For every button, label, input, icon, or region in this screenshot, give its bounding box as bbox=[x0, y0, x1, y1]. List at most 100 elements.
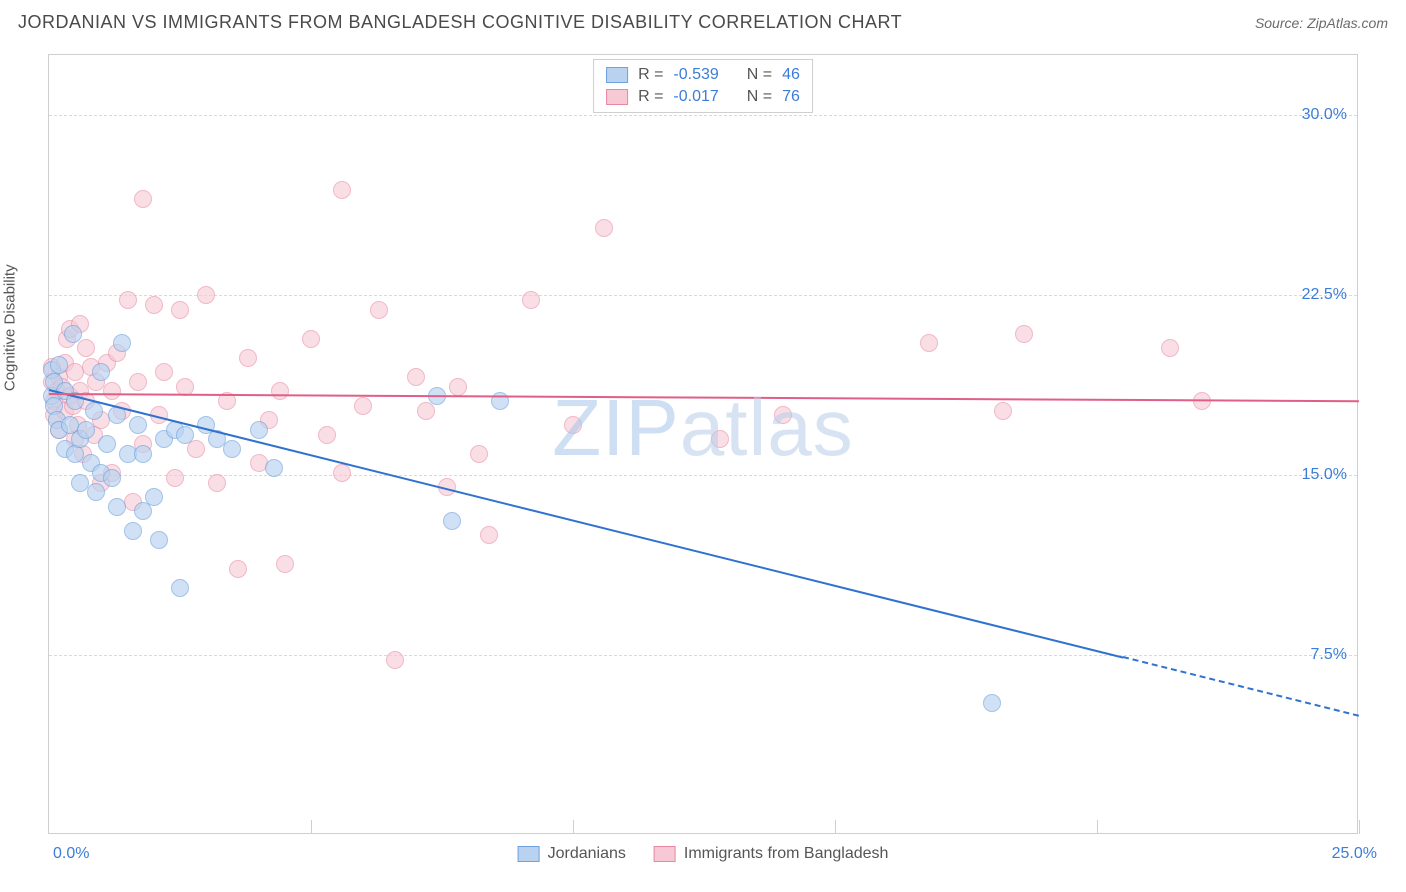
data-point bbox=[113, 334, 131, 352]
data-point bbox=[134, 190, 152, 208]
correlation-legend: R = -0.539 N = 46 R = -0.017 N = 76 bbox=[593, 59, 813, 113]
data-point bbox=[103, 469, 121, 487]
data-point bbox=[522, 291, 540, 309]
data-point bbox=[333, 181, 351, 199]
gridline-h bbox=[49, 655, 1357, 656]
n-label: N = bbox=[747, 88, 772, 106]
data-point bbox=[449, 378, 467, 396]
data-point bbox=[124, 522, 142, 540]
source-label: Source: ZipAtlas.com bbox=[1255, 15, 1388, 31]
x-tick bbox=[1097, 820, 1098, 834]
legend-label: Immigrants from Bangladesh bbox=[684, 845, 889, 863]
data-point bbox=[386, 651, 404, 669]
data-point bbox=[77, 421, 95, 439]
data-point bbox=[1161, 339, 1179, 357]
data-point bbox=[564, 416, 582, 434]
data-point bbox=[480, 526, 498, 544]
data-point bbox=[103, 382, 121, 400]
data-point bbox=[994, 402, 1012, 420]
y-tick-label: 7.5% bbox=[1311, 646, 1347, 664]
data-point bbox=[155, 363, 173, 381]
legend-swatch bbox=[606, 89, 628, 105]
data-point bbox=[108, 498, 126, 516]
x-tick bbox=[573, 820, 574, 834]
data-point bbox=[150, 531, 168, 549]
data-point bbox=[98, 435, 116, 453]
n-label: N = bbox=[747, 66, 772, 84]
data-point bbox=[229, 560, 247, 578]
data-point bbox=[208, 474, 226, 492]
data-point bbox=[85, 402, 103, 420]
gridline-h bbox=[49, 115, 1357, 116]
gridline-h bbox=[49, 475, 1357, 476]
y-tick-label: 30.0% bbox=[1302, 106, 1347, 124]
r-value: -0.539 bbox=[673, 66, 718, 84]
series-legend: Jordanians Immigrants from Bangladesh bbox=[518, 845, 889, 863]
data-point bbox=[595, 219, 613, 237]
legend-row: R = -0.017 N = 76 bbox=[606, 86, 800, 108]
data-point bbox=[64, 325, 82, 343]
gridline-h bbox=[49, 295, 1357, 296]
data-point bbox=[920, 334, 938, 352]
y-tick-label: 22.5% bbox=[1302, 286, 1347, 304]
y-axis-label: Cognitive Disability bbox=[2, 264, 19, 391]
data-point bbox=[354, 397, 372, 415]
data-point bbox=[166, 469, 184, 487]
data-point bbox=[119, 291, 137, 309]
r-label: R = bbox=[638, 88, 663, 106]
x-tick bbox=[311, 820, 312, 834]
y-tick-label: 15.0% bbox=[1302, 466, 1347, 484]
x-tick-min: 0.0% bbox=[53, 845, 89, 863]
data-point bbox=[223, 440, 241, 458]
data-point bbox=[87, 483, 105, 501]
r-label: R = bbox=[638, 66, 663, 84]
data-point bbox=[318, 426, 336, 444]
data-point bbox=[134, 445, 152, 463]
data-point bbox=[370, 301, 388, 319]
data-point bbox=[176, 426, 194, 444]
data-point bbox=[302, 330, 320, 348]
data-point bbox=[250, 421, 268, 439]
data-point bbox=[333, 464, 351, 482]
chart-area: 7.5%15.0%22.5%30.0% ZIPatlas R =-0.539N … bbox=[48, 54, 1358, 834]
chart-title: JORDANIAN VS IMMIGRANTS FROM BANGLADESH … bbox=[18, 12, 902, 33]
legend-swatch bbox=[606, 67, 628, 83]
data-point bbox=[77, 339, 95, 357]
legend-row: R = -0.539 N = 46 bbox=[606, 64, 800, 86]
data-point bbox=[443, 512, 461, 530]
trend-line bbox=[49, 393, 1359, 402]
legend-item: Immigrants from Bangladesh bbox=[654, 845, 889, 863]
data-point bbox=[129, 373, 147, 391]
x-tick bbox=[835, 820, 836, 834]
x-tick-max: 25.0% bbox=[1332, 845, 1377, 863]
n-value: 76 bbox=[782, 88, 800, 106]
data-point bbox=[239, 349, 257, 367]
trend-line bbox=[49, 389, 1124, 659]
data-point bbox=[145, 296, 163, 314]
data-point bbox=[187, 440, 205, 458]
data-point bbox=[129, 416, 147, 434]
legend-item: Jordanians bbox=[518, 845, 626, 863]
data-point bbox=[265, 459, 283, 477]
data-point bbox=[774, 406, 792, 424]
data-point bbox=[470, 445, 488, 463]
n-value: 46 bbox=[782, 66, 800, 84]
x-tick bbox=[1359, 820, 1360, 834]
r-value: -0.017 bbox=[673, 88, 718, 106]
data-point bbox=[92, 363, 110, 381]
legend-swatch bbox=[518, 846, 540, 862]
data-point bbox=[983, 694, 1001, 712]
legend-swatch bbox=[654, 846, 676, 862]
data-point bbox=[407, 368, 425, 386]
data-point bbox=[276, 555, 294, 573]
data-point bbox=[197, 286, 215, 304]
data-point bbox=[171, 579, 189, 597]
data-point bbox=[271, 382, 289, 400]
trend-line-extrapolated bbox=[1123, 656, 1359, 717]
data-point bbox=[50, 356, 68, 374]
data-point bbox=[1015, 325, 1033, 343]
data-point bbox=[171, 301, 189, 319]
data-point bbox=[145, 488, 163, 506]
legend-label: Jordanians bbox=[548, 845, 626, 863]
data-point bbox=[711, 430, 729, 448]
